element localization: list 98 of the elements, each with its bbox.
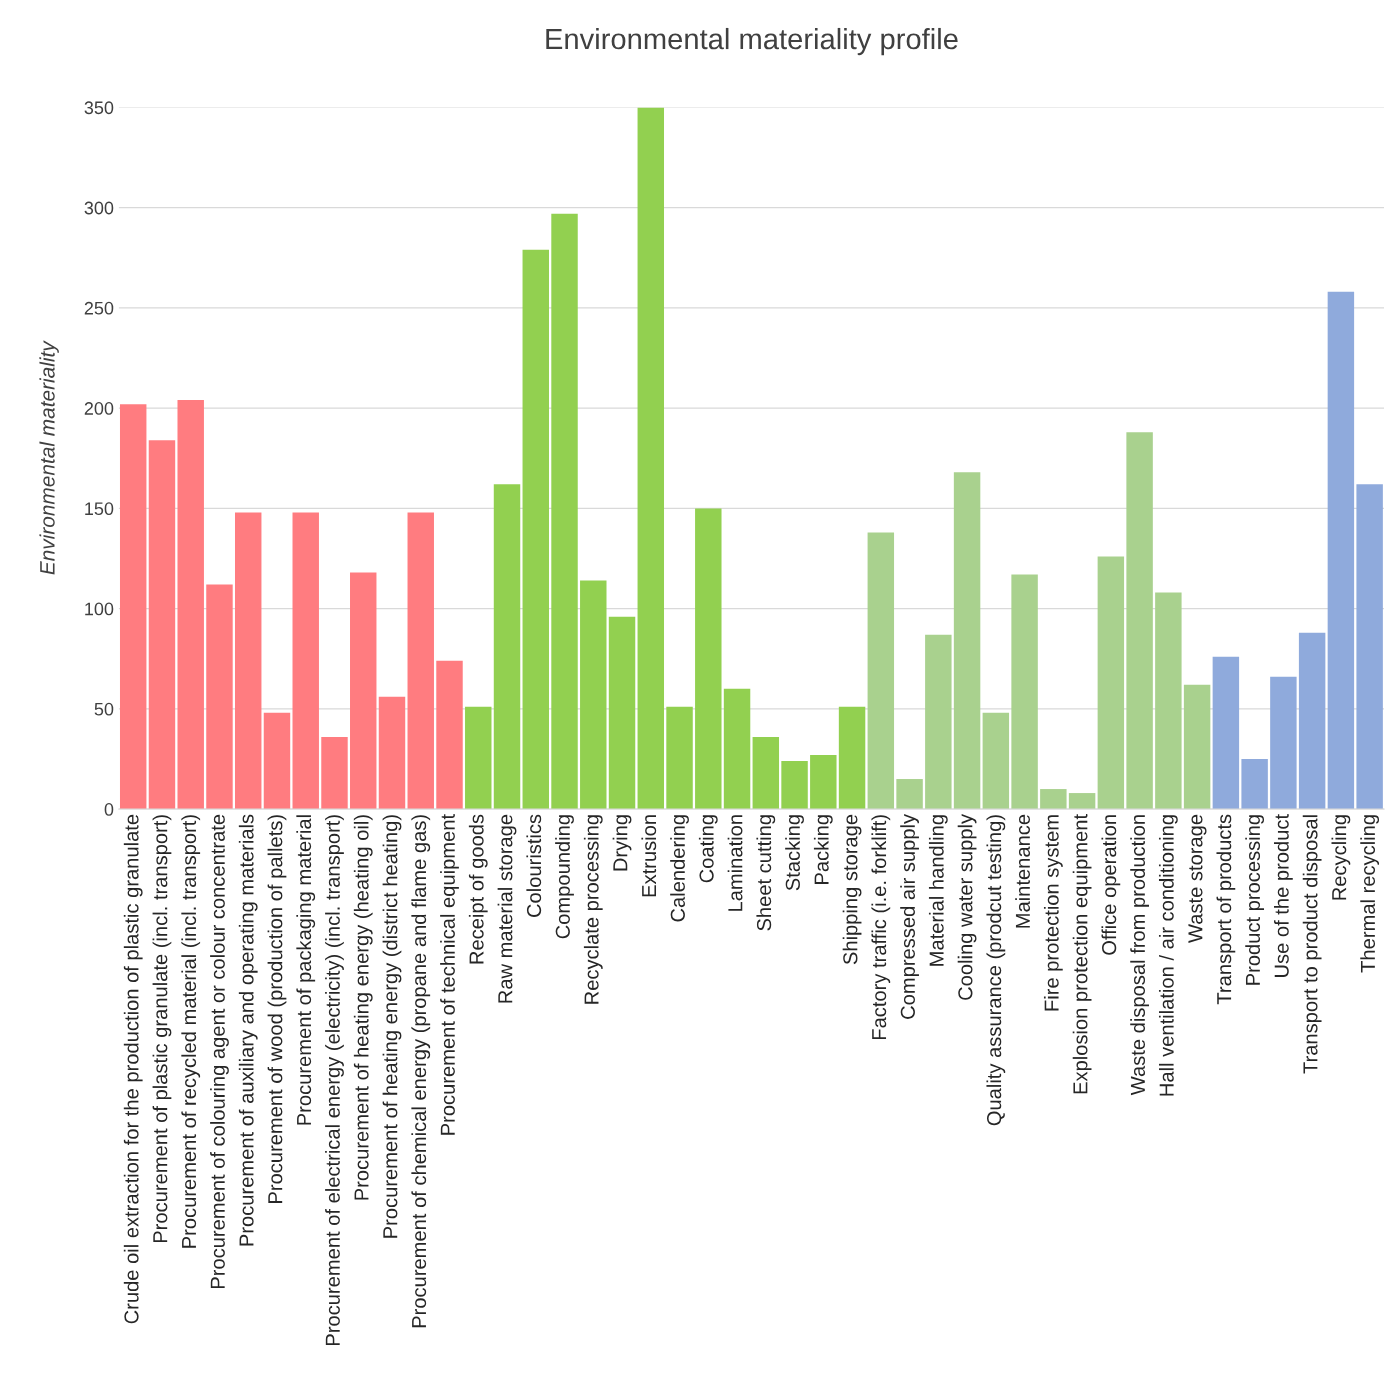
x-tick-label: Calendering bbox=[670, 815, 689, 922]
bar bbox=[206, 584, 233, 810]
x-tick-label: Maintenance bbox=[1015, 814, 1030, 928]
x-tick-label: Transport of products bbox=[1216, 814, 1236, 1005]
bar bbox=[407, 512, 434, 810]
bar bbox=[436, 660, 463, 810]
x-tick-label: Thermal recycling bbox=[1360, 815, 1380, 973]
bar bbox=[1097, 556, 1125, 810]
x-tick-label: Colouristics bbox=[526, 814, 542, 918]
y-axis-title: Environmental materiality bbox=[39, 340, 59, 575]
bar bbox=[1327, 291, 1355, 810]
y-tick-label: 50 bbox=[94, 702, 114, 716]
bar bbox=[1212, 656, 1240, 810]
bar bbox=[810, 754, 837, 810]
bar bbox=[1126, 432, 1153, 810]
bar bbox=[637, 107, 665, 810]
bar bbox=[608, 616, 636, 810]
x-tick-label: Crude oil extraction for the production of plastic granulate bbox=[123, 814, 143, 1324]
x-tick-label: Procurement of electrical energy (electricity) (incl. transport) bbox=[325, 815, 344, 1346]
x-tick-label: Compounding bbox=[555, 815, 574, 939]
x-tick-label: Procurement of wood (production of pallets) bbox=[267, 815, 287, 1203]
bar bbox=[493, 484, 521, 810]
x-tick-label: Waste disposal from production bbox=[1130, 815, 1149, 1096]
x-tick-label: Use of the product bbox=[1273, 814, 1293, 977]
x-tick-label: Explosion protection equipment bbox=[1072, 814, 1092, 1094]
x-tick-label: Quality assurance (prodcut testing) bbox=[986, 815, 1006, 1126]
bar bbox=[867, 532, 895, 810]
x-tick-label: Extrusion bbox=[641, 815, 657, 897]
bar bbox=[953, 472, 981, 810]
x-tick-label: Procurement of recycled material (incl. transport) bbox=[181, 815, 201, 1248]
bar bbox=[378, 696, 406, 810]
y-tick-label: 200 bbox=[84, 402, 114, 415]
x-tick-label: Procurement of heating energy (heating oil) bbox=[353, 815, 373, 1200]
bar bbox=[177, 400, 204, 810]
y-tick-label: 300 bbox=[84, 201, 114, 215]
x-tick-label: Shipping storage bbox=[842, 814, 862, 965]
x-tick-label: Procurement of colouring agent or colour concentrate bbox=[210, 814, 229, 1289]
bar bbox=[119, 404, 147, 810]
x-tick-label: Stacking bbox=[785, 815, 804, 891]
x-tick-label: Office operation bbox=[1101, 815, 1121, 955]
bar bbox=[1241, 758, 1268, 810]
bar bbox=[982, 712, 1010, 810]
bar bbox=[896, 779, 923, 810]
x-tick-label: Fire protection system bbox=[1043, 815, 1063, 1011]
x-tick-label: Product processing bbox=[1245, 815, 1265, 985]
bar bbox=[263, 712, 291, 810]
bar bbox=[321, 736, 348, 810]
y-tick-label: 150 bbox=[85, 502, 114, 516]
bar bbox=[1356, 484, 1383, 810]
x-tick-label: Procurement of plastic granulate (incl. transport) bbox=[152, 815, 172, 1243]
bar bbox=[551, 213, 578, 810]
bar bbox=[292, 512, 319, 810]
x-tick-label: Lamination bbox=[727, 815, 743, 911]
bar bbox=[925, 634, 952, 810]
bar bbox=[723, 688, 751, 810]
x-tick-label: Coating bbox=[698, 815, 718, 883]
x-tick-label: Drying bbox=[612, 815, 632, 871]
x-tick-label: Sheet cutting bbox=[756, 815, 776, 931]
bar bbox=[350, 572, 377, 810]
x-tick-label: Transport to product disposal bbox=[1302, 815, 1322, 1074]
bar bbox=[695, 508, 722, 810]
x-tick-label: Recyclate processing bbox=[583, 815, 603, 1004]
bar bbox=[838, 706, 866, 810]
x-tick-label: Raw material storage bbox=[497, 814, 517, 1003]
x-tick-label: Cooling water supply bbox=[957, 813, 977, 1000]
y-tick-label: 0 bbox=[104, 803, 114, 816]
bar bbox=[1298, 632, 1326, 810]
x-tick-label: Waste storage bbox=[1188, 814, 1207, 943]
x-tick-label: Recycling bbox=[1331, 815, 1351, 900]
chart-title: Environmental materiality profile bbox=[546, 27, 958, 56]
bar bbox=[1183, 684, 1211, 810]
bar bbox=[781, 760, 808, 810]
x-tick-label: Packing bbox=[813, 815, 833, 884]
y-tick-label: 350 bbox=[84, 101, 114, 115]
bar bbox=[235, 512, 262, 810]
x-tick-label: Factory traffic (i.e. forklift) bbox=[871, 815, 891, 1040]
bar bbox=[148, 440, 176, 810]
bar bbox=[1068, 793, 1096, 810]
x-tick-label: Compressed air supply bbox=[900, 813, 919, 1019]
y-tick-label: 250 bbox=[84, 301, 114, 315]
x-tick-label: Procurement of heating energy (district heating) bbox=[382, 815, 402, 1238]
bar bbox=[1040, 789, 1067, 810]
bar bbox=[1155, 592, 1182, 810]
bar bbox=[522, 249, 549, 810]
x-tick-label: Hall ventilation / air conditioning bbox=[1158, 815, 1178, 1096]
x-tick-label: Receipt of goods bbox=[468, 814, 488, 964]
bar bbox=[666, 706, 693, 810]
x-tick-label: Procurement of auxiliary and operating materials bbox=[238, 814, 258, 1246]
x-tick-label: Procurement of technical equipment bbox=[440, 814, 459, 1135]
x-tick-label: Material handling bbox=[928, 815, 948, 966]
bar bbox=[1011, 574, 1038, 810]
bar bbox=[1270, 676, 1297, 810]
bar bbox=[580, 580, 607, 810]
x-tick-label: Procurement of chemical energy (propane and flame gas) bbox=[411, 815, 431, 1328]
bar bbox=[752, 736, 780, 810]
y-tick-label: 100 bbox=[85, 602, 114, 616]
bar bbox=[465, 706, 492, 810]
x-tick-label: Procurement of packaging material bbox=[296, 815, 316, 1125]
